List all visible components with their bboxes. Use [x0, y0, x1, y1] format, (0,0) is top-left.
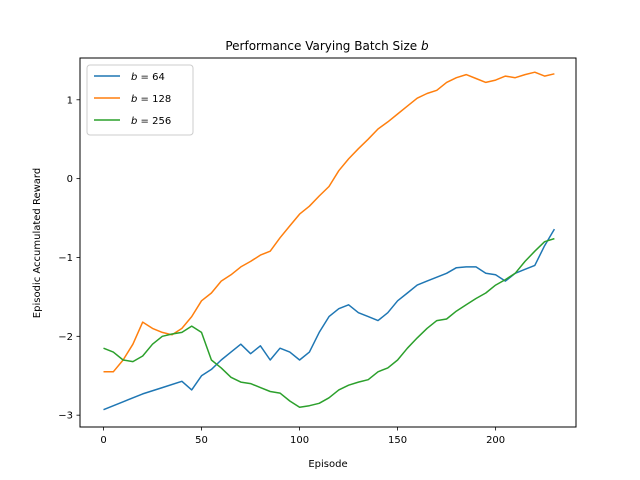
- legend-label-2: b = 256: [131, 116, 171, 127]
- y-tick-label-2: −1: [58, 253, 73, 264]
- chart-title: Performance Varying Batch Size b: [225, 39, 429, 53]
- x-axis: 0 50 100 150 200: [100, 427, 505, 446]
- legend-label-0: b = 64: [131, 72, 165, 83]
- y-tick-label-0: −3: [58, 411, 73, 422]
- series-layer: [103, 71, 556, 411]
- x-tick-label-3: 150: [388, 435, 407, 446]
- x-tick-label-4: 200: [486, 435, 505, 446]
- x-axis-label: Episode: [308, 459, 347, 470]
- legend-label-1: b = 128: [131, 94, 171, 105]
- y-tick-label-3: 0: [67, 174, 73, 185]
- y-tick-label-4: 1: [67, 95, 73, 106]
- series-line-0: [103, 228, 556, 411]
- plot-frame: [79, 57, 577, 428]
- legend-frame: [86, 64, 194, 136]
- x-tick-label-0: 0: [100, 435, 106, 446]
- y-tick-label-1: −2: [58, 332, 73, 343]
- series-line-2: [103, 237, 555, 409]
- y-axis-label: Episodic Accumulated Reward: [32, 168, 43, 318]
- y-axis: −3 −2 −1 0 1: [58, 95, 80, 422]
- x-tick-label-1: 50: [195, 435, 208, 446]
- x-tick-label-2: 100: [290, 435, 309, 446]
- legend: b = 64 b = 128 b = 256: [86, 64, 194, 136]
- series-line-1: [103, 71, 555, 373]
